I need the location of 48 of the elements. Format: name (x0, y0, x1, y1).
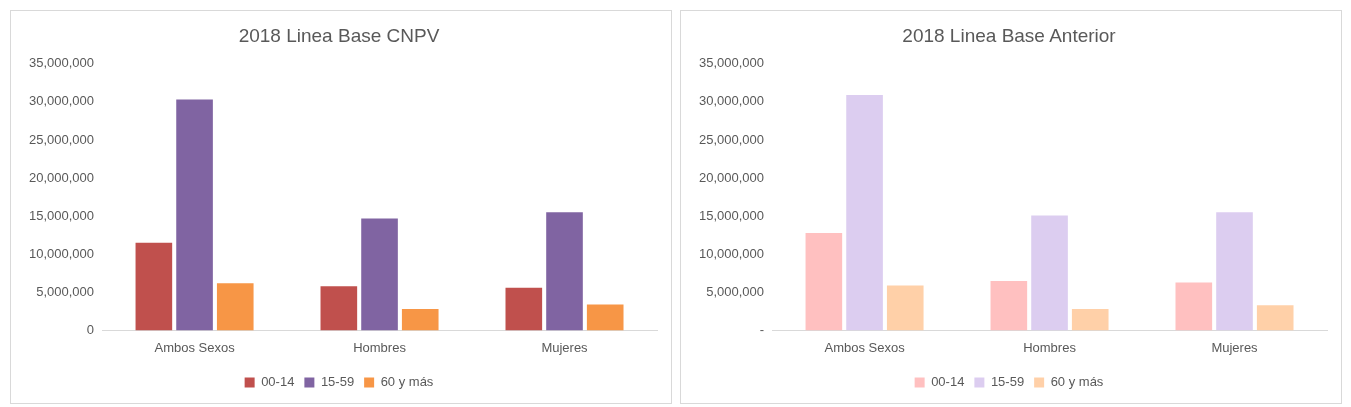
y-tick-label: 20,000,000 (28, 169, 95, 185)
bar (546, 212, 583, 331)
y-tick-label: 0 (86, 321, 95, 337)
y-tick-label: 25,000,000 (28, 131, 95, 147)
x-tick-label: Hombres (1023, 339, 1077, 355)
y-tick-label: 30,000,000 (28, 93, 95, 109)
y-tick-label: 30,000,000 (698, 93, 765, 109)
y-tick-label: 25,000,000 (698, 131, 765, 147)
chart-title: 2018 Linea Base Anterior (902, 24, 1117, 46)
bar (1071, 309, 1109, 331)
bar (846, 95, 883, 331)
legend-label: 00-14 (261, 374, 295, 390)
bar (1256, 305, 1294, 331)
y-tick-label: 10,000,000 (28, 245, 95, 261)
legend-label: 15-59 (990, 374, 1025, 390)
y-tick-label: 35,000,000 (28, 55, 95, 71)
x-tick-label: Mujeres (541, 339, 589, 355)
bar (401, 309, 439, 331)
bar (176, 99, 213, 331)
y-tick-label: 35,000,000 (698, 55, 765, 71)
bar (886, 285, 924, 331)
legend-label: 60 y más (1050, 374, 1104, 390)
y-tick-label: - (759, 321, 765, 337)
legend-label: 00-14 (931, 374, 965, 390)
legend-label: 60 y más (380, 374, 434, 390)
x-tick-label: Ambos Sexos (154, 339, 236, 355)
y-tick-label: 15,000,000 (28, 207, 95, 223)
x-tick-label: Mujeres (1211, 339, 1259, 355)
bar (135, 242, 173, 331)
y-tick-label: 5,000,000 (706, 283, 765, 299)
bar (505, 287, 543, 331)
bar (805, 232, 843, 331)
x-tick-label: Hombres (353, 339, 407, 355)
bar (1031, 215, 1068, 331)
chart-title: 2018 Linea Base CNPV (238, 24, 440, 46)
bar (990, 280, 1028, 331)
legend-label: 15-59 (320, 374, 355, 390)
x-tick-label: Ambos Sexos (824, 339, 906, 355)
bar (216, 283, 254, 331)
y-tick-label: 15,000,000 (698, 207, 765, 223)
bar (586, 304, 624, 331)
bar (1175, 282, 1213, 331)
y-tick-label: 20,000,000 (698, 169, 765, 185)
bar (361, 218, 398, 331)
y-tick-label: 10,000,000 (698, 245, 765, 261)
bar (1216, 212, 1253, 331)
bar (320, 286, 358, 331)
y-tick-label: 5,000,000 (36, 283, 95, 299)
